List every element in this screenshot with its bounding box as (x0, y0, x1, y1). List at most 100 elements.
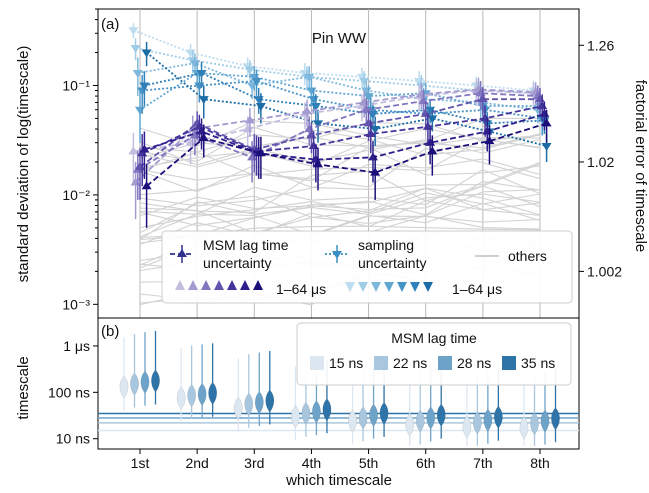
violin (197, 383, 207, 406)
x-tick-label-8: 8th (530, 455, 549, 471)
violin (187, 384, 197, 407)
sampling-marker (306, 87, 317, 96)
others-line (139, 120, 541, 147)
others-line (139, 146, 541, 182)
x-tick-labels: 1st 2nd 3rd 4th 5th 6th 7th 8th (131, 449, 550, 471)
violin (208, 381, 218, 405)
violin (151, 369, 160, 393)
x-tick-label-5: 5th (359, 455, 378, 471)
msm-line-4 (139, 98, 540, 168)
msm-marker (135, 161, 145, 170)
sampling-line-4 (139, 72, 540, 111)
violin (462, 415, 472, 439)
legend-b-title: MSM lag time (391, 330, 477, 346)
legend-sampling-ramp-marker (384, 282, 394, 292)
sampling-marker (308, 96, 319, 105)
panel-a-right-ticks: 1.002 1.02 1.26 (579, 37, 622, 279)
others-line (139, 169, 541, 215)
sampling-marker (141, 49, 152, 58)
violin (254, 391, 264, 415)
msm-marker (302, 106, 313, 115)
msm-marker (128, 146, 139, 155)
legend-sampling-label-1: sampling (358, 237, 414, 253)
x-tick-label-6: 6th (416, 455, 435, 471)
msm-marker (139, 144, 150, 153)
msm-marker (484, 136, 495, 145)
legend-msm-ramp-marker (214, 280, 224, 290)
y-tick-label-a-0: 10⁻³ (62, 296, 90, 312)
others-line (139, 200, 541, 246)
msm-marker (541, 118, 552, 127)
panel-b: 10 ns 100 ns 1 μs 1st 2nd 3rd 4th 5th 6th 7th 8th… (15, 317, 580, 489)
sampling-marker (367, 110, 378, 119)
sampling-marker (363, 93, 374, 102)
others-line (139, 192, 541, 229)
violin (540, 409, 550, 433)
sampling-marker (541, 142, 552, 151)
violin (436, 403, 446, 427)
sampling-marker (137, 87, 148, 96)
legend-sampling-ramp-marker (423, 282, 433, 292)
sampling-marker (135, 106, 145, 115)
violin (312, 400, 321, 424)
violin (291, 405, 300, 428)
violin (233, 397, 243, 420)
legend-msm-ramp-marker (253, 280, 263, 290)
sampling-marker (244, 66, 255, 75)
violin (369, 403, 378, 427)
violin (348, 409, 357, 433)
msm-marker (477, 94, 488, 103)
y-tick-label-b-1: 100 ns (48, 384, 90, 400)
legend-sampling-ramp-marker (345, 282, 355, 292)
msm-series-group (128, 77, 552, 228)
legend-b-swatch-4 (502, 356, 516, 370)
violin (119, 375, 129, 399)
legend-b-label-4: 35 ns (521, 355, 555, 371)
others-line (139, 163, 541, 214)
legend-a-box (161, 230, 573, 304)
panel-b-y-ticks: 10 ns 100 ns 1 μs (48, 338, 98, 447)
msm-marker (255, 148, 266, 157)
violin (472, 411, 482, 435)
y-tick-label-a-1: 10⁻² (62, 187, 90, 203)
y-tick-label-b-2: 1 μs (63, 338, 90, 354)
panel-b-tag: (b) (101, 323, 119, 340)
violin (405, 413, 415, 437)
legend-sampling-ramp-marker (410, 282, 420, 292)
violin (358, 406, 368, 430)
x-axis-label: which timescale (285, 472, 392, 489)
panel-a-tag: (a) (101, 16, 119, 33)
legend-sampling-ramp-marker (371, 282, 381, 292)
violin (244, 393, 254, 416)
sampling-marker (132, 70, 143, 79)
y-axis-label-b: timescale (15, 356, 32, 419)
x-tick-label-4: 4th (302, 455, 321, 471)
violin (130, 372, 139, 396)
y-tick-label-a-2: 10⁻¹ (62, 77, 90, 93)
legend-msm-symbol (170, 245, 194, 263)
legend-msm-ramp-marker (227, 280, 237, 290)
sampling-marker (304, 73, 315, 82)
legend-sampling-ramp-marker (397, 282, 407, 292)
y-tick-label-b-0: 10 ns (56, 431, 90, 447)
legend-a: MSM lag time uncertainty sampling uncert… (161, 230, 573, 304)
legend-b-entries: 15 ns 22 ns 28 ns 35 ns (310, 355, 555, 371)
legend-msm-ramp-marker (175, 280, 185, 290)
right-tick-label-1: 1.02 (587, 154, 614, 170)
panel-b-frame (97, 317, 580, 450)
right-tick-label-0: 1.002 (587, 263, 622, 279)
sampling-marker (427, 115, 438, 124)
legend-b: MSM lag time 15 ns 22 ns 28 ns 35 ns (296, 322, 572, 386)
legend-sampling-ramp-marker (358, 282, 368, 292)
others-line (139, 193, 541, 241)
msm-marker (427, 146, 438, 155)
legend-msm-ramp-marker (201, 280, 211, 290)
sampling-marker (370, 126, 381, 135)
msm-line-7 (146, 122, 547, 187)
lag-time-lines (98, 412, 579, 432)
violin (530, 412, 539, 436)
sampling-marker (310, 102, 321, 111)
msm-line-5 (141, 105, 543, 155)
legend-msm-ramp-marker (240, 280, 250, 290)
